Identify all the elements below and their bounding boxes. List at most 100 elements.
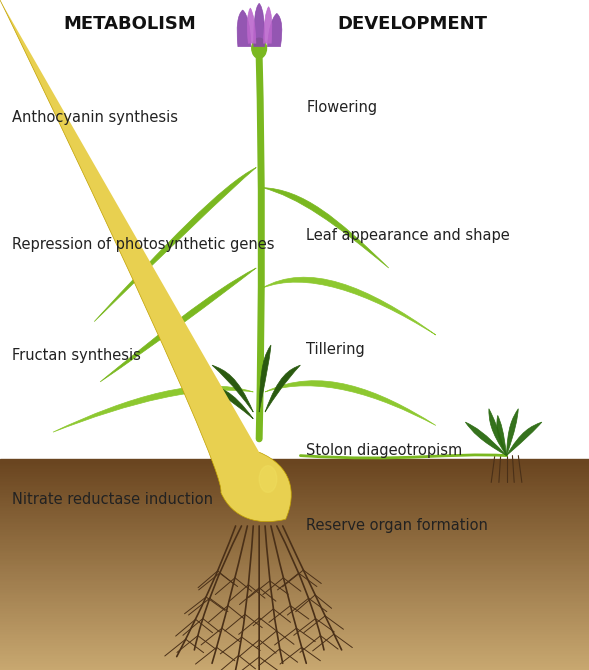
Bar: [0, 596, 589, 599]
Bar: [0, 546, 589, 549]
PathPatch shape: [254, 3, 264, 47]
Bar: [0, 501, 589, 504]
Bar: [0, 620, 589, 622]
Bar: [0, 591, 589, 594]
PathPatch shape: [507, 409, 518, 456]
Bar: [0, 614, 589, 617]
Bar: [0, 641, 589, 644]
Bar: [0, 493, 589, 496]
Text: Leaf appearance and shape: Leaf appearance and shape: [306, 228, 510, 243]
Bar: [0, 475, 589, 478]
Text: Reserve organ formation: Reserve organ formation: [306, 519, 488, 533]
PathPatch shape: [259, 345, 271, 412]
Bar: [0, 482, 589, 485]
Text: Tillering: Tillering: [306, 342, 365, 357]
PathPatch shape: [94, 168, 256, 322]
Bar: [0, 659, 589, 662]
Bar: [0, 572, 589, 575]
Bar: [0, 559, 589, 562]
Bar: [0, 628, 589, 630]
Bar: [0, 467, 589, 470]
Bar: [0, 567, 589, 569]
PathPatch shape: [265, 365, 300, 412]
Bar: [0, 470, 589, 472]
Bar: [0, 498, 589, 501]
Text: METABOLISM: METABOLISM: [63, 15, 196, 33]
Bar: [0, 636, 589, 639]
Bar: [0, 459, 589, 462]
PathPatch shape: [206, 385, 253, 419]
Bar: [0, 583, 589, 586]
PathPatch shape: [0, 452, 292, 670]
Bar: [0, 507, 589, 509]
Bar: [0, 464, 589, 467]
Bar: [0, 504, 589, 507]
Bar: [0, 535, 589, 538]
Text: Fructan synthesis: Fructan synthesis: [12, 348, 141, 362]
Bar: [0, 527, 589, 530]
Bar: [0, 554, 589, 557]
PathPatch shape: [497, 415, 507, 456]
Bar: [0, 551, 589, 554]
PathPatch shape: [489, 409, 507, 456]
Text: Flowering: Flowering: [306, 100, 378, 115]
Bar: [0, 625, 589, 628]
Bar: [0, 462, 589, 464]
Bar: [0, 657, 589, 659]
Bar: [0, 490, 589, 493]
Bar: [0, 485, 589, 488]
Bar: [0, 630, 589, 633]
Bar: [0, 612, 589, 614]
Bar: [0, 602, 589, 604]
Bar: [0, 512, 589, 515]
Bar: [0, 647, 589, 649]
Bar: [0, 609, 589, 612]
Ellipse shape: [259, 466, 277, 492]
Bar: [0, 520, 589, 523]
Bar: [0, 472, 589, 475]
Bar: [0, 525, 589, 527]
Bar: [0, 478, 589, 480]
Bar: [0, 578, 589, 580]
Bar: [0, 562, 589, 564]
Bar: [0, 541, 589, 543]
Bar: [0, 557, 589, 559]
Ellipse shape: [252, 38, 267, 58]
PathPatch shape: [262, 277, 436, 335]
Text: Stolon diageotropism: Stolon diageotropism: [306, 444, 462, 458]
Text: Nitrate reductase induction: Nitrate reductase induction: [12, 492, 213, 507]
Bar: [0, 517, 589, 520]
Bar: [0, 633, 589, 636]
Bar: [0, 644, 589, 647]
Bar: [0, 617, 589, 620]
PathPatch shape: [507, 422, 542, 456]
Bar: [0, 530, 589, 533]
Bar: [0, 570, 589, 572]
Bar: [0, 586, 589, 588]
Text: Repression of photosynthetic genes: Repression of photosynthetic genes: [12, 237, 274, 252]
Bar: [0, 515, 589, 517]
Bar: [0, 580, 589, 583]
Bar: [0, 496, 589, 498]
Bar: [0, 480, 589, 482]
PathPatch shape: [53, 386, 253, 432]
Bar: [0, 575, 589, 578]
Text: Anthocyanin synthesis: Anthocyanin synthesis: [12, 110, 178, 125]
Bar: [0, 533, 589, 535]
Bar: [0, 604, 589, 607]
Bar: [0, 588, 589, 591]
PathPatch shape: [465, 422, 507, 456]
Bar: [0, 488, 589, 490]
Bar: [0, 665, 589, 667]
Bar: [0, 549, 589, 551]
Bar: [0, 538, 589, 541]
Bar: [0, 594, 589, 596]
PathPatch shape: [212, 365, 253, 412]
Bar: [0, 607, 589, 609]
PathPatch shape: [267, 13, 282, 47]
Bar: [0, 509, 589, 512]
PathPatch shape: [247, 8, 256, 44]
Bar: [0, 667, 589, 670]
Bar: [0, 639, 589, 641]
Bar: [0, 523, 589, 525]
